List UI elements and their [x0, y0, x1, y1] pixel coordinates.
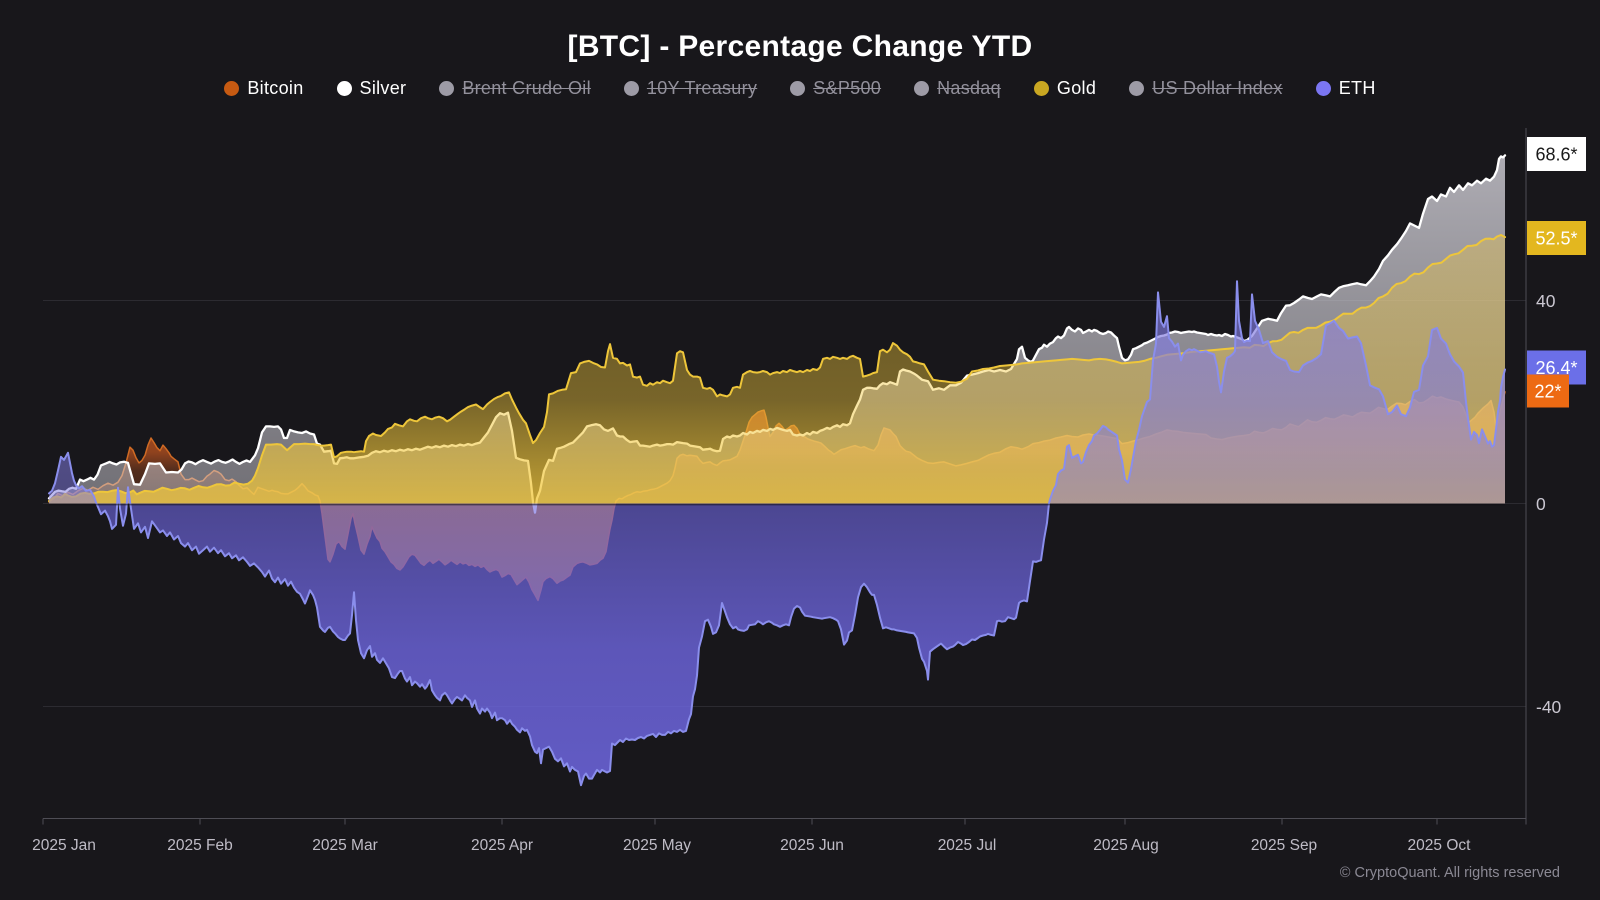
- svg-text:2025 Jul: 2025 Jul: [938, 837, 997, 854]
- svg-text:22*: 22*: [1534, 381, 1561, 401]
- svg-text:26.4*: 26.4*: [1535, 358, 1577, 378]
- svg-text:2025 Apr: 2025 Apr: [471, 837, 533, 854]
- svg-text:2025 Oct: 2025 Oct: [1408, 837, 1472, 854]
- svg-text:2025 Aug: 2025 Aug: [1093, 837, 1159, 854]
- svg-text:2025 Mar: 2025 Mar: [312, 837, 377, 854]
- svg-text:-40: -40: [1536, 697, 1562, 717]
- svg-text:2025 Feb: 2025 Feb: [167, 837, 233, 854]
- svg-text:2025 May: 2025 May: [623, 837, 691, 854]
- svg-text:0: 0: [1536, 494, 1546, 514]
- svg-text:40: 40: [1536, 291, 1556, 311]
- svg-text:68.6*: 68.6*: [1535, 144, 1577, 164]
- svg-text:2025 Jan: 2025 Jan: [32, 837, 96, 854]
- svg-text:2025 Sep: 2025 Sep: [1251, 837, 1317, 854]
- svg-text:2025 Jun: 2025 Jun: [780, 837, 844, 854]
- svg-text:52.5*: 52.5*: [1535, 228, 1577, 248]
- svg-text:© CryptoQuant. All rights rese: © CryptoQuant. All rights reserved: [1340, 865, 1560, 881]
